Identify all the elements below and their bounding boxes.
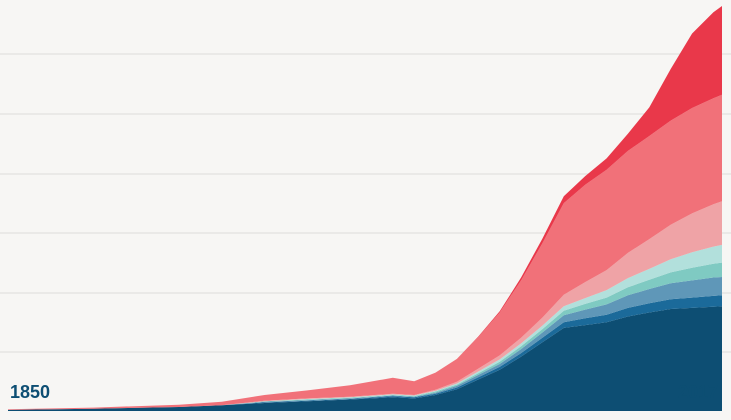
series-areas — [8, 6, 722, 411]
series-area-6 — [8, 94, 722, 410]
series-area-2 — [8, 277, 722, 410]
x-tick-label-end: 2017 — [678, 382, 718, 402]
x-tick-label-start: 1850 — [10, 382, 50, 402]
series-area-1 — [8, 295, 722, 410]
gridlines — [0, 53, 731, 353]
series-area-0 — [8, 306, 722, 411]
